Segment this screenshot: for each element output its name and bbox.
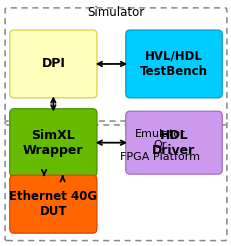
FancyBboxPatch shape [10, 109, 97, 177]
FancyBboxPatch shape [10, 30, 97, 98]
Text: HVL/HDL
TestBench: HVL/HDL TestBench [139, 50, 207, 78]
FancyArrowPatch shape [51, 98, 55, 110]
Text: DPI: DPI [41, 58, 65, 70]
Text: Emulator
Or
FPGA Platform: Emulator Or FPGA Platform [120, 129, 199, 162]
FancyBboxPatch shape [125, 30, 221, 98]
FancyArrowPatch shape [97, 140, 125, 145]
Text: HDL
Driver: HDL Driver [152, 129, 195, 157]
Text: SimXL
Wrapper: SimXL Wrapper [23, 129, 83, 157]
FancyArrowPatch shape [60, 176, 65, 182]
Text: Ethernet 40G
DUT: Ethernet 40G DUT [9, 190, 97, 218]
Text: Simulator: Simulator [87, 6, 144, 19]
FancyBboxPatch shape [125, 111, 221, 174]
FancyBboxPatch shape [10, 175, 97, 233]
FancyArrowPatch shape [97, 62, 125, 66]
FancyArrowPatch shape [42, 170, 46, 175]
